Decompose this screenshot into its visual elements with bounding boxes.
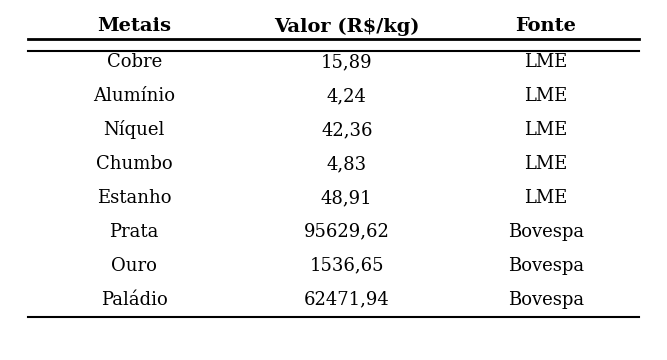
Text: Níquel: Níquel [103, 121, 165, 139]
Text: 4,83: 4,83 [327, 155, 367, 173]
Text: Fonte: Fonte [516, 17, 576, 35]
Text: Valor (R$/kg): Valor (R$/kg) [274, 17, 420, 36]
Text: LME: LME [524, 53, 568, 71]
Text: 1536,65: 1536,65 [309, 257, 384, 275]
Text: 42,36: 42,36 [321, 121, 373, 139]
Text: 95629,62: 95629,62 [304, 223, 390, 241]
Text: Metais: Metais [97, 17, 171, 35]
Text: Estanho: Estanho [97, 189, 171, 207]
Text: LME: LME [524, 121, 568, 139]
Text: Alumínio: Alumínio [93, 87, 175, 105]
Text: LME: LME [524, 155, 568, 173]
Text: Bovespa: Bovespa [508, 223, 584, 241]
Text: Prata: Prata [109, 223, 159, 241]
Text: Cobre: Cobre [107, 53, 162, 71]
Text: Chumbo: Chumbo [96, 155, 173, 173]
Text: 4,24: 4,24 [327, 87, 367, 105]
Text: 62471,94: 62471,94 [304, 291, 390, 309]
Text: 48,91: 48,91 [321, 189, 373, 207]
Text: Bovespa: Bovespa [508, 257, 584, 275]
Text: Bovespa: Bovespa [508, 291, 584, 309]
Text: 15,89: 15,89 [321, 53, 373, 71]
Text: LME: LME [524, 87, 568, 105]
Text: Paládio: Paládio [101, 291, 167, 309]
Text: LME: LME [524, 189, 568, 207]
Text: Ouro: Ouro [111, 257, 157, 275]
